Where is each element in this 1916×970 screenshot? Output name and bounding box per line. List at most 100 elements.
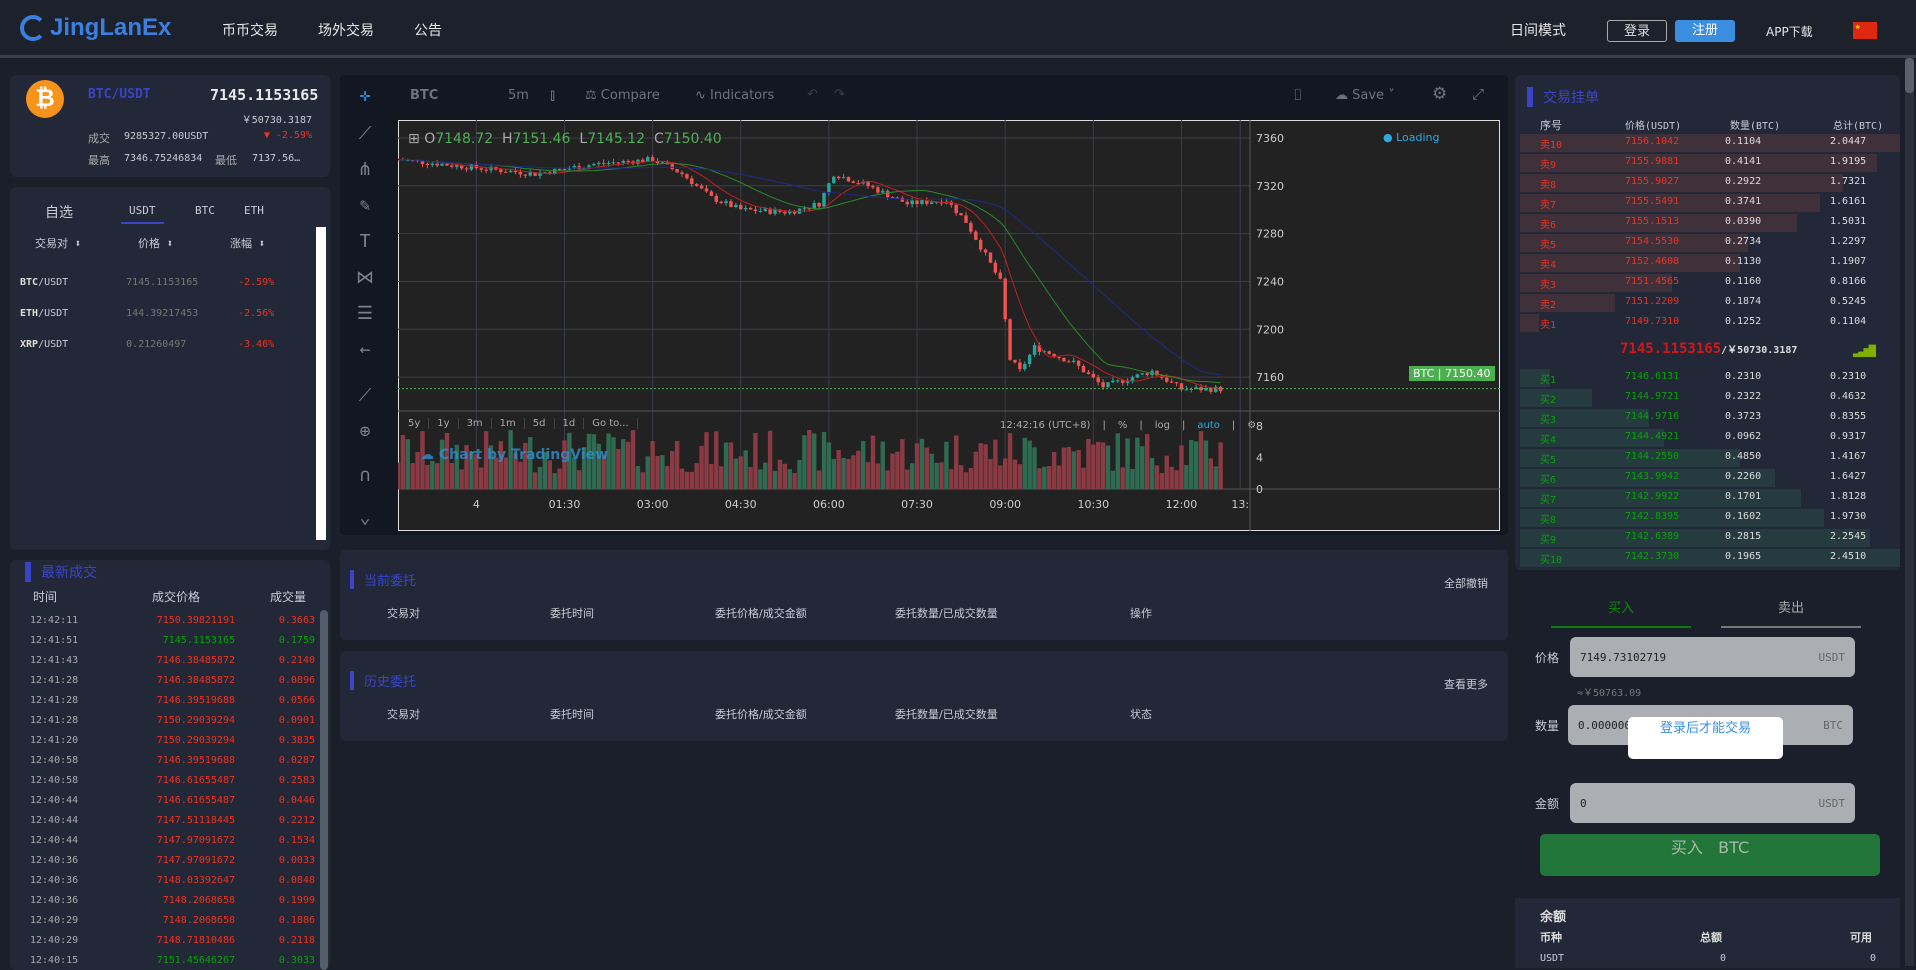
sort-pair[interactable]: 交易对 ⬍ <box>35 235 81 251</box>
register-button[interactable]: 注册 <box>1675 20 1735 42</box>
market-row[interactable]: ETH/USDT 144.39217453 -2.56% <box>20 298 320 329</box>
candle <box>562 169 567 171</box>
volume-bar <box>449 462 455 489</box>
volume-bar <box>542 451 548 489</box>
undo-icon[interactable]: ↶ <box>807 87 818 102</box>
range-button[interactable]: 5d <box>525 418 555 429</box>
magnet-icon[interactable]: ∩ <box>359 465 371 486</box>
ask-row[interactable]: 卖7 7155.5491 0.3741 1.6161 <box>1520 193 1900 213</box>
volume-bar <box>1135 437 1140 489</box>
tab-eth[interactable]: ETH <box>244 204 264 217</box>
tab-favorites[interactable]: 自选 <box>45 205 73 221</box>
prediction-icon[interactable]: ☰ <box>356 303 374 324</box>
fullscreen-icon[interactable]: ⤢ <box>1472 85 1485 103</box>
fib-icon[interactable]: ⋔ <box>357 159 373 180</box>
collapse-chevron-icon[interactable]: ⌄ <box>359 507 371 528</box>
chart-settings-icon[interactable]: ⚙ <box>1247 420 1257 431</box>
scrollbar[interactable] <box>316 227 326 540</box>
candle <box>694 184 699 186</box>
pair-change: -2.56% <box>238 308 275 319</box>
ask-row[interactable]: 卖1 7149.7310 0.1252 0.1104 <box>1520 313 1900 333</box>
tab-sell[interactable]: 卖出 <box>1721 597 1861 628</box>
bid-row[interactable]: 买3 7144.9716 0.3723 0.8355 <box>1520 408 1900 428</box>
range-button[interactable]: Go to... <box>584 418 638 429</box>
sort-change[interactable]: 涨幅 ⬍ <box>230 235 265 251</box>
range-button[interactable]: 1d <box>555 418 585 429</box>
candles-icon[interactable]: ⫾ <box>550 85 556 104</box>
volume-bar <box>400 435 406 489</box>
app-download-link[interactable]: APP下载 <box>1766 25 1813 39</box>
nav-otc[interactable]: 场外交易 <box>318 23 374 39</box>
bid-row[interactable]: 买9 7142.6389 0.2815 2.2545 <box>1520 528 1900 548</box>
text-icon[interactable]: T <box>359 231 371 252</box>
bid-row[interactable]: 买7 7142.9922 0.1701 1.8128 <box>1520 488 1900 508</box>
brush-icon[interactable]: ✎ <box>359 195 371 216</box>
bid-row[interactable]: 买8 7142.8395 0.1602 1.9730 <box>1520 508 1900 528</box>
chart-symbol[interactable]: BTC <box>410 88 439 103</box>
view-more-link[interactable]: 查看更多 <box>1444 678 1488 691</box>
trendline-icon[interactable]: ⟋ <box>358 123 372 144</box>
c-label: C <box>654 131 664 147</box>
china-flag-icon[interactable]: ★ <box>1853 22 1877 39</box>
bid-row[interactable]: 买2 7144.9721 0.2322 0.4632 <box>1520 388 1900 408</box>
nav-spot[interactable]: 币币交易 <box>222 23 278 39</box>
nav-announcement[interactable]: 公告 <box>414 23 442 39</box>
login-button[interactable]: 登录 <box>1607 20 1667 42</box>
range-button[interactable]: 1m <box>492 418 525 429</box>
crosshair-icon[interactable]: ✛ <box>359 85 371 106</box>
candle <box>469 164 474 170</box>
scrollbar[interactable] <box>320 610 328 970</box>
bid-row[interactable]: 买1 7146.6131 0.2310 0.2310 <box>1520 368 1900 388</box>
bid-row[interactable]: 买10 7142.3730 0.1965 2.4510 <box>1520 548 1900 568</box>
ask-row[interactable]: 卖4 7152.4608 0.1130 1.1907 <box>1520 253 1900 273</box>
market-row[interactable]: BTC/USDT 7145.1153165 -2.59% <box>20 267 320 298</box>
tab-btc[interactable]: BTC <box>195 204 215 217</box>
logo[interactable]: JingLanEx <box>20 14 171 42</box>
interval-selector[interactable]: 5m <box>508 88 529 103</box>
tab-buy[interactable]: 买入 <box>1551 597 1691 628</box>
ask-row[interactable]: 卖8 7155.9027 0.2922 1.7321 <box>1520 173 1900 193</box>
back-arrow-icon[interactable]: ← <box>359 339 371 360</box>
zoom-in-icon[interactable]: ⊕ <box>359 421 371 442</box>
market-row[interactable]: XRP/USDT 0.21260497 -3.46% <box>20 329 320 360</box>
range-button[interactable]: 3m <box>459 418 492 429</box>
percent-toggle[interactable]: % <box>1117 420 1128 431</box>
compare-button[interactable]: ⚖ Compare <box>585 88 660 103</box>
legend-toggle-icon[interactable]: ⊞ <box>408 131 425 147</box>
save-button[interactable]: ☁ Save ˅ <box>1335 88 1395 103</box>
price-input[interactable]: 7149.73102719 USDT <box>1570 637 1855 677</box>
candle <box>1018 362 1022 370</box>
range-button[interactable]: 1y <box>429 418 459 429</box>
bid-row[interactable]: 买4 7144.4921 0.0962 0.9317 <box>1520 428 1900 448</box>
cancel-all-button[interactable]: 全部撤销 <box>1444 577 1488 590</box>
day-mode-toggle[interactable]: 日间模式 <box>1510 23 1566 39</box>
price-chart-canvas[interactable]: 4 01:30 03:00 04:30 06:00 07:30 09:00 10:30 12:0… <box>398 120 1500 531</box>
pattern-icon[interactable]: ⋈ <box>356 267 374 288</box>
volume-bar <box>1047 465 1052 489</box>
bid-row[interactable]: 买5 7144.2550 0.4850 1.4167 <box>1520 448 1900 468</box>
tab-usdt[interactable]: USDT <box>121 204 164 224</box>
ruler-icon[interactable]: ⟋ <box>358 385 372 406</box>
ask-row[interactable]: 卖9 7155.9881 0.4141 1.9195 <box>1520 153 1900 173</box>
volume-bar <box>1071 451 1076 489</box>
bid-row[interactable]: 买6 7143.9942 0.2260 1.6427 <box>1520 468 1900 488</box>
ask-row[interactable]: 卖5 7154.5530 0.2734 1.2297 <box>1520 233 1900 253</box>
ask-row[interactable]: 卖3 7151.4565 0.1160 0.8166 <box>1520 273 1900 293</box>
page-scrollbar[interactable] <box>1905 58 1914 966</box>
book-qty: 0.2734 <box>1725 236 1762 247</box>
buy-btc-button[interactable]: 买入 BTC <box>1540 834 1880 876</box>
sort-price[interactable]: 价格 ⬍ <box>138 235 173 251</box>
auto-toggle[interactable]: auto <box>1197 420 1220 431</box>
ask-row[interactable]: 卖10 7156.1042 0.1104 2.0447 <box>1520 133 1900 153</box>
ask-row[interactable]: 卖2 7151.2209 0.1874 0.5245 <box>1520 293 1900 313</box>
book-index: 卖6 <box>1540 220 1557 231</box>
indicators-button[interactable]: ∿ Indicators <box>695 88 774 103</box>
redo-icon[interactable]: ↷ <box>834 87 845 102</box>
settings-icon[interactable]: ⚙ <box>1432 84 1448 104</box>
logo-text: JingLanEx <box>50 14 172 41</box>
camera-icon[interactable]: ⌷ <box>1293 85 1303 104</box>
range-button[interactable]: 5y <box>400 418 430 429</box>
log-toggle[interactable]: log <box>1154 420 1170 431</box>
amount-input[interactable]: 0 USDT <box>1570 783 1855 823</box>
ask-row[interactable]: 卖6 7155.1513 0.0390 1.5031 <box>1520 213 1900 233</box>
